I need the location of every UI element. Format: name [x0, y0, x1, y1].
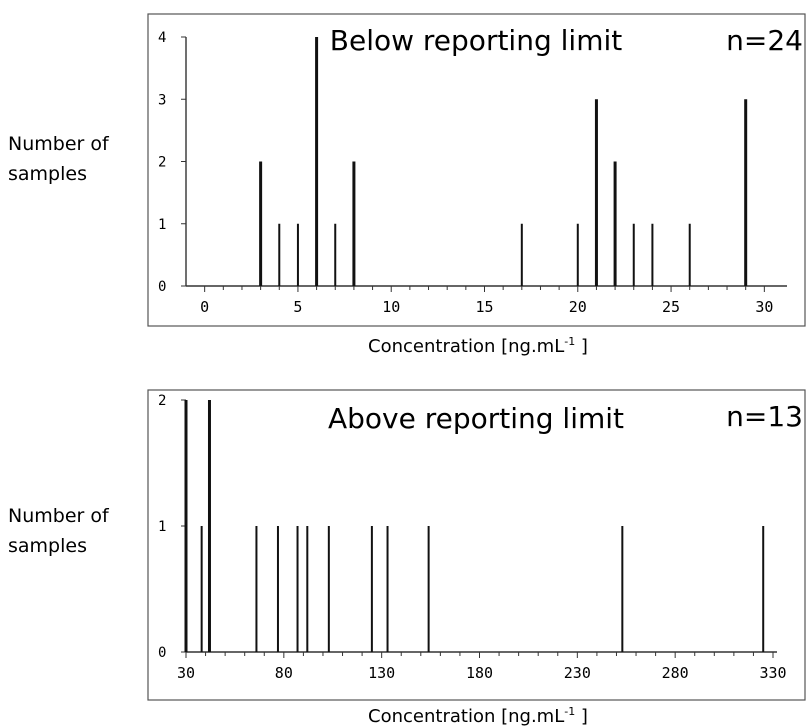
y-axis-label-line1: Number of [8, 133, 110, 155]
sample-count: n=24 [726, 24, 803, 57]
y-tick-label: 1 [158, 217, 166, 233]
bars [259, 37, 748, 286]
x-tick-label: 230 [564, 664, 591, 682]
y-axis-label-line2: samples [8, 163, 87, 185]
y-tick-label: 1 [158, 519, 166, 535]
y-tick-label: 0 [158, 645, 166, 661]
x-tick-label: 0 [200, 298, 209, 316]
x-axis-label: Concentration [ng.mL-1 ] [368, 705, 588, 727]
x-tick-label: 15 [475, 298, 493, 316]
panel-above-reporting-limit: Above reporting limit n=13 Number of sam… [8, 389, 806, 727]
x-tick-label: 130 [368, 664, 395, 682]
y-tick-label: 2 [158, 393, 166, 409]
y-tick-label: 0 [158, 279, 166, 295]
y-axis-label-line1: Number of [8, 505, 110, 527]
x-tick-label: 10 [382, 298, 400, 316]
panel-below-reporting-limit: Below reporting limit n=24 Number of sam… [8, 13, 806, 357]
y-tick-label: 2 [158, 155, 166, 171]
x-tick-label: 180 [466, 664, 493, 682]
x-tick-label: 20 [569, 298, 587, 316]
x-tick-label: 30 [755, 298, 773, 316]
x-tick-label: 330 [759, 664, 786, 682]
x-tick-label: 5 [293, 298, 302, 316]
bars [184, 400, 765, 652]
x-axis-label: Concentration [ng.mL-1 ] [368, 335, 588, 357]
panel-title: Below reporting limit [330, 24, 622, 57]
plot-frame [147, 13, 806, 327]
axes: 30 80 130 180 230 280 330 0 1 2 [158, 393, 787, 682]
sample-count: n=13 [726, 400, 803, 433]
panel-title: Above reporting limit [328, 402, 624, 435]
x-tick-label: 280 [662, 664, 689, 682]
axes: 0 5 10 15 20 25 30 0 1 2 3 4 [158, 30, 787, 316]
x-tick-label: 30 [177, 664, 195, 682]
y-tick-label: 4 [158, 30, 166, 46]
x-tick-label: 80 [275, 664, 293, 682]
y-tick-label: 3 [158, 92, 166, 108]
plot-frame [147, 389, 806, 701]
y-axis-label-line2: samples [8, 535, 87, 557]
x-tick-label: 25 [662, 298, 680, 316]
